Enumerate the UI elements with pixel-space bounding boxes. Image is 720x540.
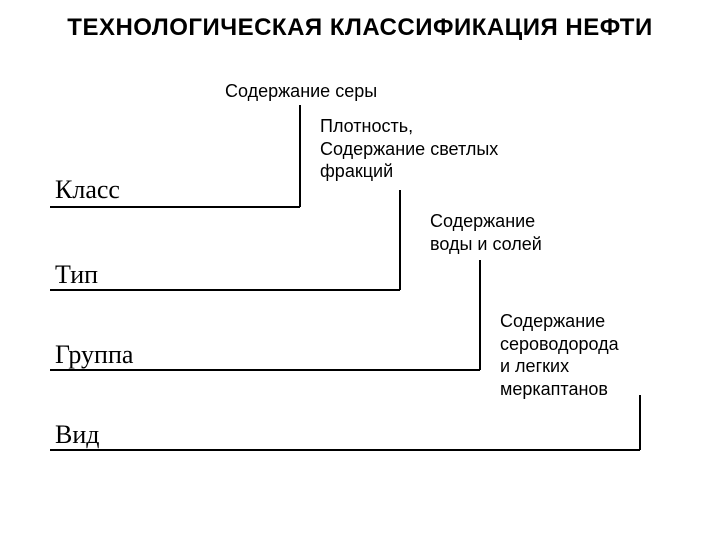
diagram-page: ТЕХНОЛОГИЧЕСКАЯ КЛАССИФИКАЦИЯ НЕФТИ Клас… xyxy=(0,0,720,540)
connector-lines xyxy=(0,0,720,540)
